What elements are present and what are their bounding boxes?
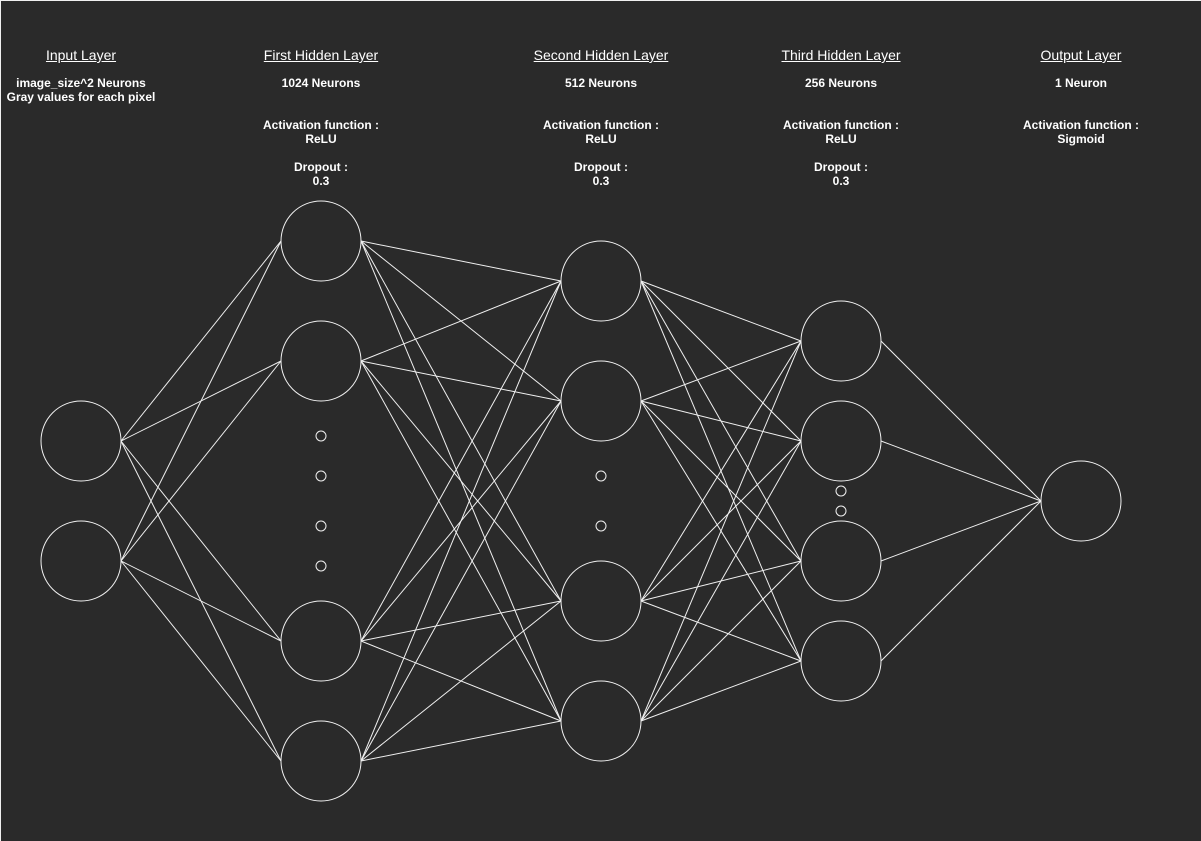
activation-value-hidden2: ReLU — [585, 132, 617, 146]
neuron-hidden2-4 — [560, 680, 642, 762]
neuron-count-output: 1 Neuron — [1054, 76, 1107, 90]
neuron-hidden1-4 — [280, 720, 362, 802]
ellipsis-dot-hidden2-1 — [595, 470, 607, 482]
neuron-hidden2-3 — [560, 560, 642, 642]
activation-output: Activation function : Sigmoid — [971, 118, 1191, 146]
activation-label-output: Activation function : — [1023, 118, 1139, 132]
neuron-input-1 — [40, 400, 122, 482]
neuron-count-hidden2: 512 Neurons — [564, 76, 638, 90]
dropout-hidden1: Dropout : 0.3 — [211, 160, 431, 188]
activation-value-hidden3: ReLU — [825, 132, 857, 146]
connection-line-hidden1-hidden2 — [360, 360, 562, 722]
connection-lines — [120, 240, 1042, 762]
connection-line-hidden2-hidden3 — [640, 400, 802, 562]
connection-line-hidden1-hidden2 — [360, 360, 562, 402]
layer-header-hidden3: Third Hidden Layer 256 Neurons Activatio… — [731, 47, 951, 188]
neuron-hidden3-2 — [800, 400, 882, 482]
connection-line-hidden3-output — [880, 500, 1042, 562]
connection-line-hidden3-output — [880, 340, 1042, 502]
connection-line-input-hidden1 — [120, 240, 282, 562]
connection-line-hidden1-hidden2 — [360, 280, 562, 642]
connection-line-hidden1-hidden2 — [360, 280, 562, 362]
layer-title-hidden3: Third Hidden Layer — [781, 47, 901, 63]
connection-line-hidden1-hidden2 — [360, 240, 562, 282]
neuron-count-input: image_size^2 Neurons — [16, 76, 146, 90]
layer-title-hidden2: Second Hidden Layer — [533, 47, 669, 63]
neuron-hidden1-1 — [280, 200, 362, 282]
dropout-value-hidden1: 0.3 — [312, 174, 330, 188]
neuron-note-input: Gray values for each pixel — [6, 90, 156, 104]
activation-label-hidden1: Activation function : — [263, 118, 379, 132]
connection-line-input-hidden1 — [120, 440, 282, 642]
activation-hidden2: Activation function : ReLU — [491, 118, 711, 146]
connection-line-hidden2-hidden3 — [640, 340, 802, 722]
neuron-output-1 — [1040, 460, 1122, 542]
neuron-nodes — [40, 200, 1122, 802]
connection-line-hidden3-output — [880, 500, 1042, 662]
connection-line-hidden2-hidden3 — [640, 660, 802, 722]
connection-line-hidden1-hidden2 — [360, 400, 562, 762]
layer-title-input: Input Layer — [45, 47, 117, 63]
connection-line-hidden2-hidden3 — [640, 560, 802, 722]
connection-line-hidden2-hidden3 — [640, 440, 802, 602]
connection-line-hidden2-hidden3 — [640, 400, 802, 442]
neuron-hidden2-2 — [560, 360, 642, 442]
neuron-hidden2-1 — [560, 240, 642, 322]
ellipsis-dot-hidden1-4 — [315, 560, 327, 572]
ellipsis-dot-hidden1-3 — [315, 520, 327, 532]
dropout-hidden2: Dropout : 0.3 — [491, 160, 711, 188]
dropout-hidden3: Dropout : 0.3 — [731, 160, 951, 188]
neuron-hidden1-3 — [280, 600, 362, 682]
connection-line-hidden2-hidden3 — [640, 440, 802, 722]
ellipsis-dot-hidden1-1 — [315, 430, 327, 442]
connection-line-hidden1-hidden2 — [360, 360, 562, 602]
neuron-input-2 — [40, 520, 122, 602]
neuron-count-hidden3: 256 Neurons — [804, 76, 878, 90]
activation-label-hidden3: Activation function : — [783, 118, 899, 132]
connection-line-hidden2-hidden3 — [640, 280, 802, 442]
connection-line-hidden2-hidden3 — [640, 600, 802, 662]
dropout-value-hidden3: 0.3 — [832, 174, 850, 188]
neuron-hidden3-1 — [800, 300, 882, 382]
neuron-hidden3-3 — [800, 520, 882, 602]
layer-header-hidden1: First Hidden Layer 1024 Neurons Activati… — [211, 47, 431, 188]
layer-header-output: Output Layer 1 Neuron Activation functio… — [971, 47, 1191, 146]
connection-line-hidden2-hidden3 — [640, 340, 802, 602]
connection-line-hidden1-hidden2 — [360, 240, 562, 602]
layer-header-input: Input Layer image_size^2 Neurons Gray va… — [0, 47, 191, 104]
ellipsis-dot-hidden3-2 — [835, 505, 847, 517]
dropout-value-hidden2: 0.3 — [592, 174, 610, 188]
connection-line-input-hidden1 — [120, 240, 282, 442]
connection-line-input-hidden1 — [120, 560, 282, 642]
layer-neurons-input: image_size^2 Neurons Gray values for eac… — [0, 76, 191, 104]
connection-line-hidden1-hidden2 — [360, 600, 562, 762]
activation-value-output: Sigmoid — [1057, 132, 1105, 146]
connection-line-input-hidden1 — [120, 360, 282, 562]
connection-line-hidden2-hidden3 — [640, 340, 802, 402]
dropout-label-hidden1: Dropout : — [294, 160, 348, 174]
connection-line-hidden3-output — [880, 440, 1042, 502]
layer-title-output: Output Layer — [1040, 47, 1122, 63]
ellipsis-dot-hidden2-2 — [595, 520, 607, 532]
activation-label-hidden2: Activation function : — [543, 118, 659, 132]
layer-header-hidden2: Second Hidden Layer 512 Neurons Activati… — [491, 47, 711, 188]
neuron-hidden3-4 — [800, 620, 882, 702]
neuron-count-hidden1: 1024 Neurons — [281, 76, 361, 90]
activation-hidden3: Activation function : ReLU — [731, 118, 951, 146]
connection-line-hidden1-hidden2 — [360, 280, 562, 762]
connection-line-input-hidden1 — [120, 560, 282, 762]
activation-hidden1: Activation function : ReLU — [211, 118, 431, 146]
layer-title-hidden1: First Hidden Layer — [263, 47, 379, 63]
activation-value-hidden1: ReLU — [305, 132, 337, 146]
neuron-hidden1-2 — [280, 320, 362, 402]
dropout-label-hidden2: Dropout : — [574, 160, 628, 174]
dropout-label-hidden3: Dropout : — [814, 160, 868, 174]
connection-line-hidden2-hidden3 — [640, 280, 802, 342]
ellipsis-dot-hidden3-1 — [835, 485, 847, 497]
ellipsis-dot-hidden1-2 — [315, 470, 327, 482]
connection-line-hidden1-hidden2 — [360, 600, 562, 642]
connection-line-hidden1-hidden2 — [360, 720, 562, 762]
